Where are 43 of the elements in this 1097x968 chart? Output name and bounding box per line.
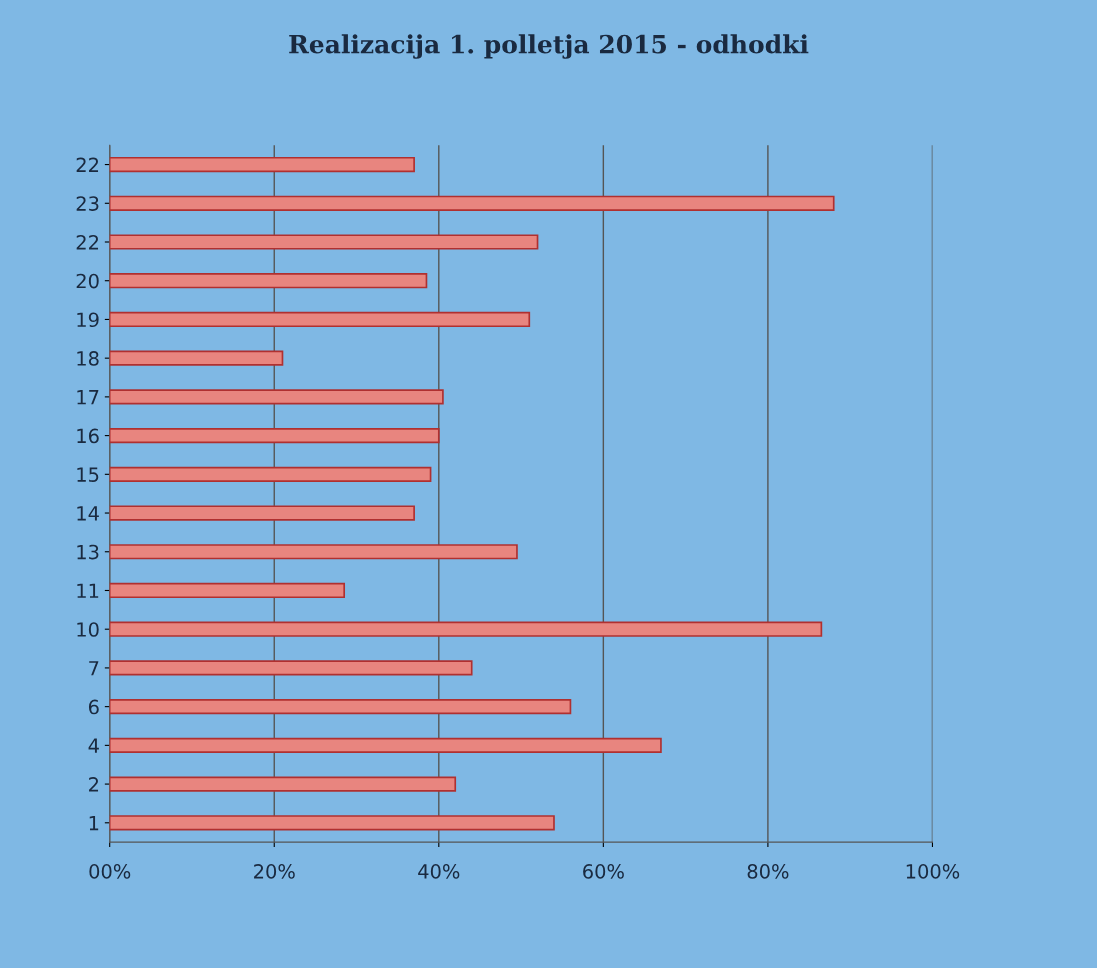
y-tick-label: 23 <box>76 196 99 211</box>
chart-title: Realizacija 1. polletja 2015 - odhodki <box>289 34 809 59</box>
bar <box>109 156 415 173</box>
y-tick-label: 6 <box>88 699 99 715</box>
bar <box>109 544 518 560</box>
bar <box>109 815 555 831</box>
y-tick-label: 16 <box>77 428 99 444</box>
y-tick-label: 18 <box>77 351 99 366</box>
y-tick-label: 4 <box>88 738 99 753</box>
y-tick-label: 13 <box>77 544 99 560</box>
x-tick-label: 00% <box>89 864 131 879</box>
bar <box>109 389 444 405</box>
bar <box>109 350 284 366</box>
bar <box>109 273 428 289</box>
y-tick-label: 19 <box>77 312 99 328</box>
bar <box>109 621 823 637</box>
y-tick-label: 22 <box>76 234 99 250</box>
y-tick-label: 7 <box>89 661 99 676</box>
bar <box>109 660 473 676</box>
y-tick-label: 10 <box>77 622 99 637</box>
y-tick-label: 17 <box>77 390 99 405</box>
y-tick-label: 22 <box>76 157 99 172</box>
bar <box>109 582 346 599</box>
y-tick-label: 14 <box>77 506 99 521</box>
bar <box>109 234 539 250</box>
x-tick-label: 40% <box>418 864 460 879</box>
y-tick-label: 1 <box>89 816 99 831</box>
bar <box>109 776 457 792</box>
bar <box>109 699 572 715</box>
y-tick-label: 15 <box>77 467 99 482</box>
x-tick-label: 80% <box>747 864 789 879</box>
x-tick-label: 60% <box>583 864 624 879</box>
y-tick-label: 11 <box>77 583 99 598</box>
bar <box>109 505 415 521</box>
bar <box>109 311 531 328</box>
y-tick-label: 20 <box>76 273 99 289</box>
bar <box>109 466 432 482</box>
x-tick-label: 100% <box>906 864 960 879</box>
bar <box>109 737 662 753</box>
bar <box>109 427 440 444</box>
y-tick-label: 2 <box>89 777 99 792</box>
x-tick-label: 20% <box>254 864 295 879</box>
bar <box>109 195 835 211</box>
